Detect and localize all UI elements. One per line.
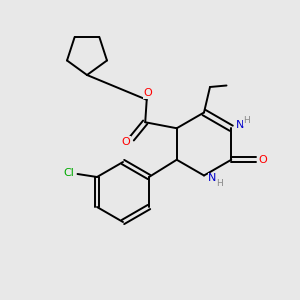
Text: H: H <box>216 178 223 188</box>
Text: N: N <box>236 120 244 130</box>
Text: O: O <box>144 88 153 98</box>
Text: O: O <box>121 137 130 147</box>
Text: H: H <box>244 116 250 125</box>
Text: Cl: Cl <box>64 167 75 178</box>
Text: O: O <box>258 155 267 165</box>
Text: N: N <box>208 173 217 184</box>
